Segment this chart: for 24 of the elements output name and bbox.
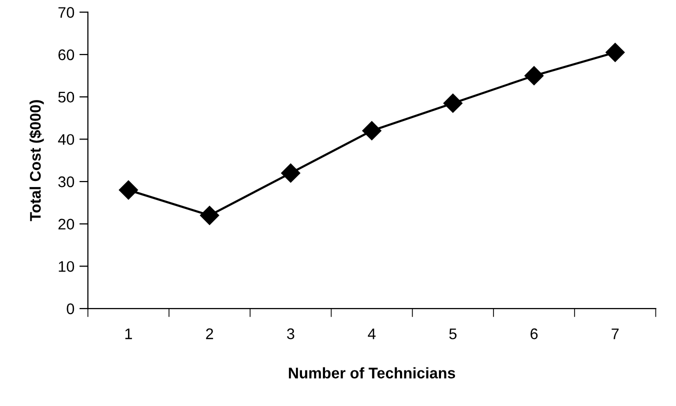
point <box>443 94 462 113</box>
point <box>524 66 544 86</box>
y-tick-label: 50 <box>58 92 74 103</box>
y-tick-label: 60 <box>58 49 74 60</box>
point <box>606 42 625 62</box>
x-axis-title: Number of Technicians <box>288 367 456 378</box>
point <box>118 180 138 200</box>
y-tick-label: 40 <box>58 134 74 145</box>
y-tick-label: 30 <box>58 176 74 188</box>
y-tick-label: 70 <box>58 7 74 18</box>
x-tick-label: 4 <box>368 328 376 340</box>
x-tick-label: 2 <box>206 328 214 340</box>
point <box>200 206 220 225</box>
y-tick-label: 10 <box>58 261 74 272</box>
x-tick-label: 1 <box>125 328 132 340</box>
x-tick-label: 7 <box>612 328 619 340</box>
y-tick-label: 20 <box>58 218 74 230</box>
y-tick-label: 0 <box>66 303 74 314</box>
y-axis-title: Total Cost ($000) <box>29 100 44 222</box>
point <box>362 121 382 140</box>
x-tick-label: 3 <box>287 328 294 340</box>
x-tick-label: 6 <box>530 328 538 340</box>
point <box>281 164 300 183</box>
x-tick-label: 5 <box>449 328 457 340</box>
